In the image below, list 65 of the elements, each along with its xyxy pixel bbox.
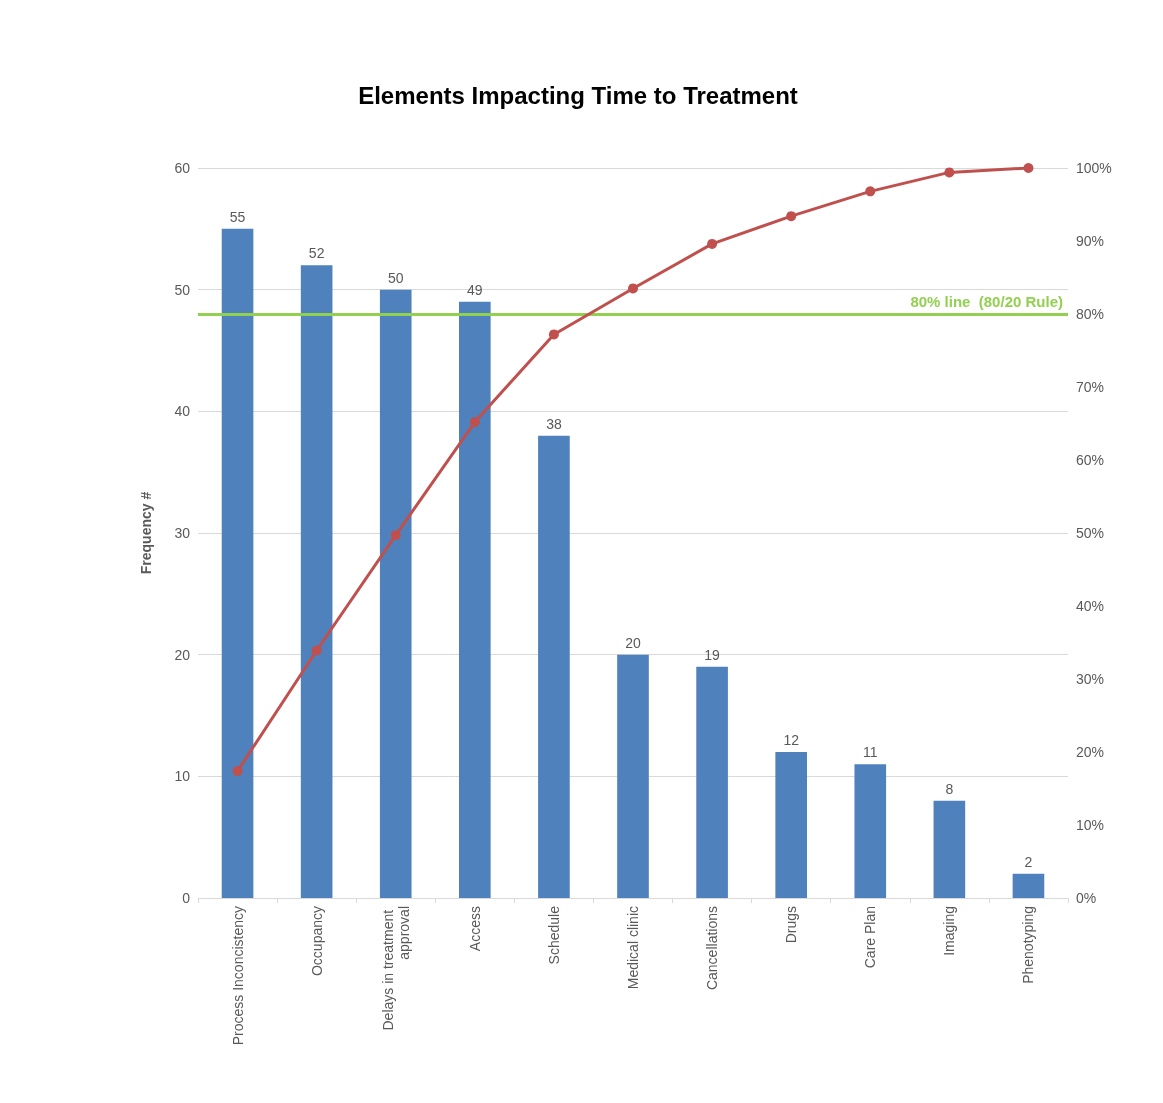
point	[311, 645, 322, 656]
y2-tick-label: 10%	[1076, 817, 1105, 833]
y-tick-label: 50	[174, 281, 191, 298]
x-tick-label: Care Plan	[862, 906, 879, 969]
y-tick-label: 30	[174, 525, 191, 541]
x-tick-label: Medical clinic	[625, 906, 641, 990]
y-tick-label: 10	[174, 768, 191, 785]
point	[390, 530, 401, 541]
y-tick-label: 40	[174, 403, 191, 420]
y2-tick-label: 20%	[1076, 744, 1105, 760]
bar	[1012, 873, 1045, 898]
data-label: 8	[945, 780, 954, 797]
data-label: 19	[704, 646, 721, 663]
point	[944, 167, 955, 178]
x-tick-label: Imaging	[941, 906, 958, 956]
bar	[221, 228, 254, 898]
bar	[538, 435, 570, 898]
y-axis-title: Frequency #	[138, 491, 154, 575]
x-tick-label: Access	[466, 906, 483, 952]
data-label: 12	[783, 732, 800, 748]
point	[628, 283, 638, 294]
y2-tick-label: 0%	[1076, 890, 1097, 906]
data-label: 20	[625, 634, 641, 651]
ref-line-label: 80% line (80/20 Rule)	[910, 293, 1063, 310]
bar	[617, 654, 649, 898]
point	[548, 329, 559, 340]
bar	[933, 800, 966, 898]
x-tick-label: Schedule	[545, 905, 562, 965]
y2-tick-label: 80%	[1076, 306, 1105, 322]
bar	[775, 752, 807, 898]
y2-tick-label: 30%	[1076, 671, 1105, 687]
bar	[300, 265, 333, 898]
x-tick-label: Delays in treatment approval	[379, 906, 412, 1031]
y-tick-label: 20	[174, 646, 191, 663]
data-label: 11	[863, 744, 878, 761]
bar	[459, 301, 491, 898]
x-tick-label: Cancellations	[704, 906, 721, 991]
data-label: 55	[229, 208, 246, 225]
y2-tick-label: 40%	[1076, 598, 1105, 614]
point	[469, 417, 480, 428]
y2-tick-label: 100%	[1076, 160, 1112, 176]
chart-title: Elements Impacting Time to Treatment	[358, 81, 798, 109]
data-label: 52	[308, 245, 325, 262]
y2-tick-label: 90%	[1076, 233, 1105, 249]
data-label: 38	[546, 415, 562, 432]
y2-tick-label: 70%	[1076, 379, 1105, 395]
data-label: 50	[387, 269, 404, 286]
x-tick-label: Process Inconcistency	[229, 906, 246, 1046]
point	[1023, 163, 1034, 173]
y2-tick-label: 50%	[1076, 525, 1105, 541]
x-tick-label: Phenotyping	[1020, 906, 1037, 984]
y2-tick-label: 60%	[1076, 452, 1105, 468]
x-tick-label: Drugs	[783, 906, 800, 944]
point	[786, 211, 797, 222]
y-tick-label: 0	[182, 890, 191, 906]
x-tick-label: Occupancy	[308, 906, 325, 977]
bar	[854, 764, 887, 898]
point	[707, 238, 718, 249]
bar	[379, 289, 412, 898]
data-label: 49	[467, 281, 483, 298]
y-tick-label: 60	[174, 160, 191, 176]
point	[232, 765, 243, 776]
data-label: 2	[1024, 853, 1033, 870]
point	[865, 186, 876, 197]
bar	[696, 666, 728, 898]
